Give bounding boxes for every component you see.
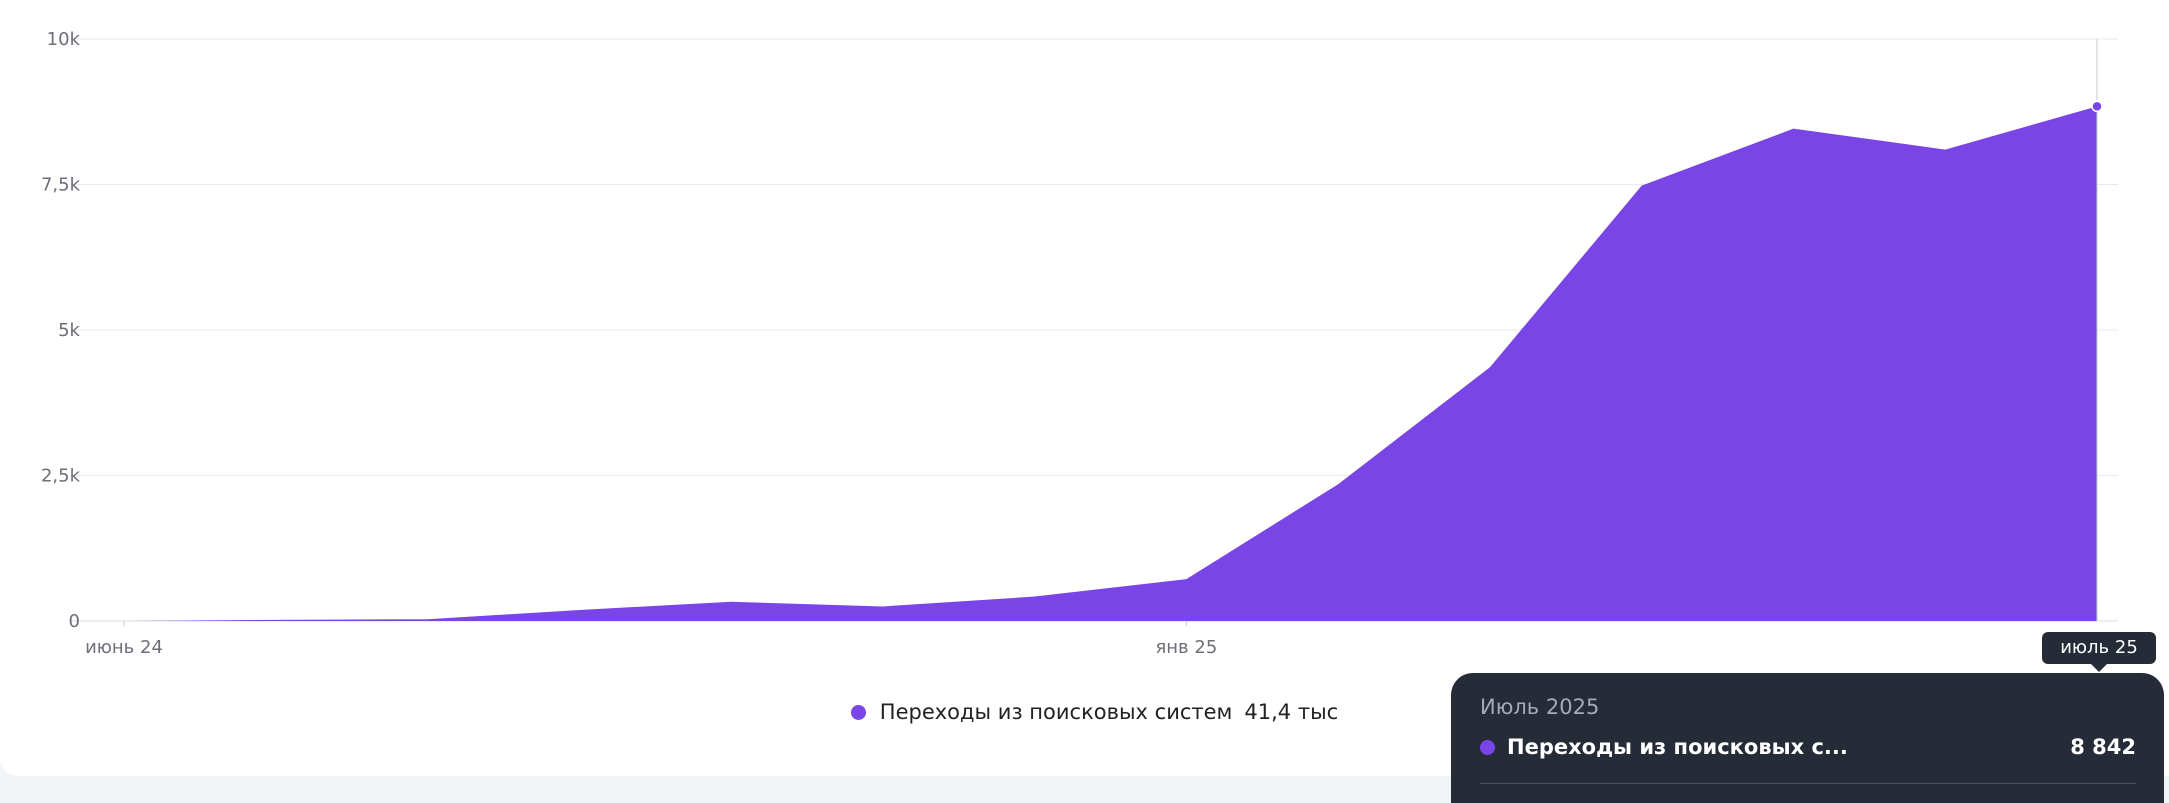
tooltip-series-name: Переходы из поисковых с... bbox=[1507, 735, 1848, 759]
y-tick-label: 2,5k bbox=[41, 466, 81, 487]
y-axis-ticks: 0 2,5k 5k 7,5k 10k bbox=[41, 29, 81, 632]
tooltip-row: Переходы из поисковых с... 8 842 bbox=[1480, 735, 2136, 759]
y-tick-label: 10k bbox=[47, 29, 81, 50]
legend-marker bbox=[850, 704, 866, 720]
legend-series-total: 41,4 тыс bbox=[1244, 700, 1339, 724]
hover-point[interactable] bbox=[2091, 100, 2103, 113]
tooltip-series-value: 8 842 bbox=[2070, 735, 2136, 759]
hover-x-label: июль 25 bbox=[2042, 632, 2156, 672]
tooltip-title: Июль 2025 bbox=[1480, 695, 1600, 719]
tooltip: Июль 2025 Переходы из поисковых с... 8 8… bbox=[1451, 673, 2164, 803]
chart-card: 0 2,5k 5k 7,5k 10k июнь 24 янв 25 Переходы из… bbox=[0, 0, 2169, 776]
y-tick-label: 0 bbox=[69, 611, 80, 632]
tooltip-series-marker bbox=[1480, 739, 1495, 755]
legend[interactable]: Переходы из поисковых систем 41,4 тыс bbox=[0, 700, 2169, 724]
series-area[interactable] bbox=[124, 106, 2097, 621]
y-tick-label: 5k bbox=[58, 320, 80, 341]
x-axis-ticks: июнь 24 янв 25 bbox=[85, 621, 1217, 658]
tooltip-divider bbox=[1480, 783, 2136, 784]
x-tick-label: июнь 24 bbox=[85, 637, 163, 658]
legend-series-name: Переходы из поисковых систем bbox=[879, 700, 1233, 724]
x-tick-label: янв 25 bbox=[1155, 637, 1217, 658]
area-chart: 0 2,5k 5k 7,5k 10k июнь 24 янв 25 bbox=[41, 29, 2118, 658]
y-tick-label: 7,5k bbox=[41, 175, 81, 196]
